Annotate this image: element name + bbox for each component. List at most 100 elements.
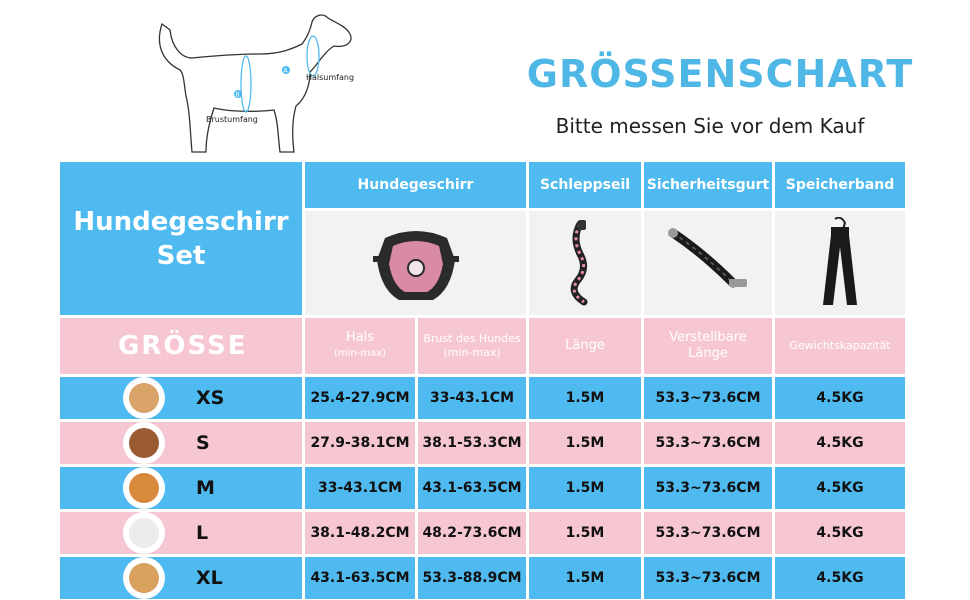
dog-face-icon (129, 518, 159, 548)
cell-adjustable: 53.3~73.6CM (644, 422, 772, 464)
col-header-neck-label: Hals (345, 330, 375, 345)
size-label: L (196, 522, 209, 544)
value-chest: 33-43.1CM (429, 390, 515, 406)
product-header-seatbelt: Sicherheitsgurt (644, 162, 772, 208)
value-capacity: 4.5KG (816, 570, 864, 586)
value-length: 1.5M (565, 435, 605, 451)
set-label-line2: Set (156, 240, 206, 271)
page-subtitle: Bitte messen Sie vor dem Kauf (555, 114, 865, 138)
seatbelt-image-cell (644, 211, 772, 315)
col-header-length: Länge (529, 318, 641, 374)
value-capacity: 4.5KG (816, 435, 864, 451)
value-capacity: 4.5KG (816, 525, 864, 541)
cell-adjustable: 53.3~73.6CM (644, 377, 772, 419)
size-label: M (196, 477, 215, 499)
size-header-cell: GRÖSSE (60, 318, 302, 374)
cell-neck: 38.1-48.2CM (305, 512, 415, 554)
value-length: 1.5M (565, 570, 605, 586)
col-header-capacity-label: Gewichtskapazität (789, 339, 891, 352)
cell-neck: 25.4-27.9CM (305, 377, 415, 419)
size-cell (60, 557, 302, 599)
size-label: S (196, 432, 210, 454)
value-neck: 33-43.1CM (317, 480, 403, 496)
dog-avatar (123, 512, 165, 554)
product-header-seatbelt-label: Sicherheitsgurt (646, 177, 770, 193)
seatbelt-image (668, 228, 747, 288)
value-adjustable: 53.3~73.6CM (655, 390, 761, 406)
col-header-neck: Hals (min-max) (305, 318, 415, 374)
dog-face-icon (129, 383, 159, 413)
dog-outline (158, 14, 352, 153)
size-header-label: GRÖSSE (118, 331, 248, 361)
cell-capacity: 4.5KG (775, 557, 905, 599)
col-header-chest-range: (min-max) (443, 346, 501, 359)
chest-label: Brustumfang (206, 115, 258, 124)
leash-image (570, 220, 588, 306)
page-title: GRÖSSENSCHART (526, 52, 914, 96)
product-header-harness-label: Hundegeschirr (357, 177, 474, 193)
dog-face-icon (129, 473, 159, 503)
size-cell (60, 512, 302, 554)
cell-chest: 53.3-88.9CM (418, 557, 526, 599)
marker-a-dot (282, 66, 290, 74)
set-label-cell: Hundegeschirr Set (60, 162, 302, 315)
cell-capacity: 4.5KG (775, 377, 905, 419)
cell-neck: 43.1-63.5CM (305, 557, 415, 599)
col-header-adjustable: Verstellbare Länge (644, 318, 772, 374)
cell-capacity: 4.5KG (775, 467, 905, 509)
value-neck: 38.1-48.2CM (310, 525, 410, 541)
leash-image-cell (529, 211, 641, 315)
product-header-leash-label: Schleppseil (539, 177, 631, 193)
value-chest: 48.2-73.6CM (422, 525, 522, 541)
cell-chest: 38.1-53.3CM (418, 422, 526, 464)
cell-neck: 27.9-38.1CM (305, 422, 415, 464)
cell-chest: 33-43.1CM (418, 377, 526, 419)
col-header-chest-label: Brust des Hundes (423, 332, 521, 345)
value-chest: 43.1-63.5CM (422, 480, 522, 496)
col-header-chest: Brust des Hundes (min-max) (418, 318, 526, 374)
size-label: XS (196, 387, 225, 409)
dog-face-icon (129, 563, 159, 593)
value-adjustable: 53.3~73.6CM (655, 480, 761, 496)
cell-adjustable: 53.3~73.6CM (644, 512, 772, 554)
value-capacity: 4.5KG (816, 390, 864, 406)
value-chest: 53.3-88.9CM (422, 570, 522, 586)
storage-image-cell (775, 211, 905, 315)
cell-length: 1.5M (529, 422, 641, 464)
cell-adjustable: 53.3~73.6CM (644, 557, 772, 599)
cell-neck: 33-43.1CM (305, 467, 415, 509)
size-cell (60, 467, 302, 509)
cell-length: 1.5M (529, 467, 641, 509)
col-header-capacity: Gewichtskapazität (775, 318, 905, 374)
value-length: 1.5M (565, 480, 605, 496)
value-chest: 38.1-53.3CM (422, 435, 522, 451)
col-header-neck-range: (min-max) (333, 348, 387, 359)
product-header-leash: Schleppseil (529, 162, 641, 208)
cell-capacity: 4.5KG (775, 512, 905, 554)
cell-length: 1.5M (529, 377, 641, 419)
storage-band-image (823, 217, 857, 305)
value-adjustable: 53.3~73.6CM (655, 525, 761, 541)
value-adjustable: 53.3~73.6CM (655, 435, 761, 451)
col-header-adjustable-line2: Länge (688, 346, 728, 361)
value-neck: 25.4-27.9CM (310, 390, 410, 406)
cell-capacity: 4.5KG (775, 422, 905, 464)
value-length: 1.5M (565, 390, 605, 406)
cell-chest: 48.2-73.6CM (418, 512, 526, 554)
neck-label: Halsumfang (306, 73, 354, 82)
size-cell (60, 377, 302, 419)
value-neck: 27.9-38.1CM (310, 435, 410, 451)
dog-avatar (123, 377, 165, 419)
cell-chest: 43.1-63.5CM (418, 467, 526, 509)
marker-a: A (284, 68, 289, 75)
dog-face-icon (129, 428, 159, 458)
value-length: 1.5M (565, 525, 605, 541)
set-label-line1: Hundegeschirr (73, 206, 289, 237)
dog-measurement-diagram: A B Halsumfang Brustumfang (158, 14, 354, 153)
dog-avatar (123, 422, 165, 464)
chest-measure-line (240, 55, 252, 113)
cell-length: 1.5M (529, 557, 641, 599)
product-header-storage-label: Speicherband (785, 177, 895, 193)
dog-avatar (123, 467, 165, 509)
harness-image (372, 231, 459, 300)
